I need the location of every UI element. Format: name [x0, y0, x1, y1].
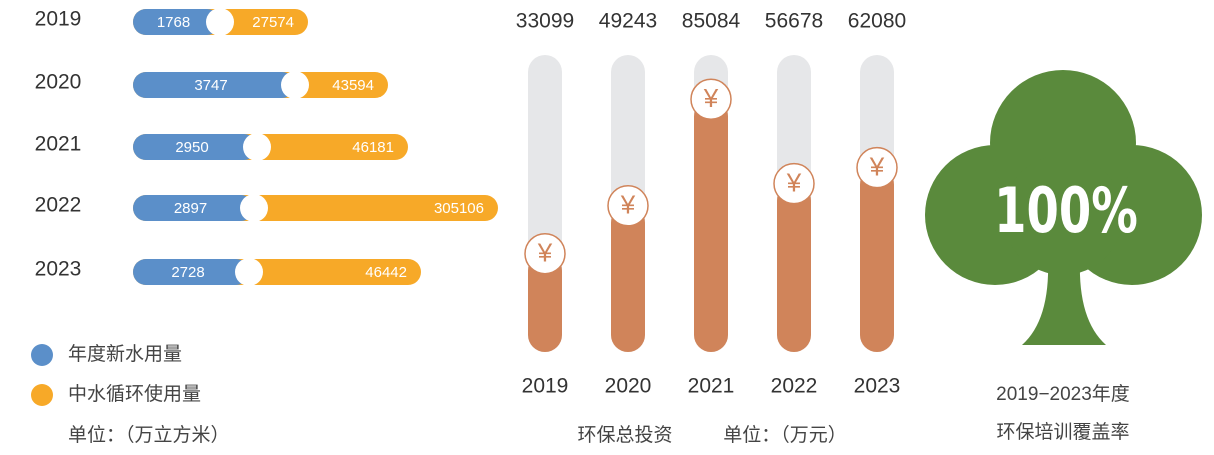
caption: 2019−2023年度 — [996, 383, 1130, 405]
legend-marker — [31, 344, 53, 366]
recycled-value: 46181 — [352, 139, 394, 156]
bar — [611, 206, 645, 352]
divider — [206, 8, 234, 36]
bar — [860, 168, 894, 352]
new-water-value: 1768 — [157, 14, 190, 31]
x-tick-label: 2023 — [854, 375, 901, 398]
yuan-symbol: ¥ — [620, 190, 636, 220]
year-label: 2019 — [35, 8, 82, 31]
infographic: 100% 2019−2023年度 环保培训覆盖率 单位：（万立方米） 环保总投资… — [0, 0, 1214, 450]
recycled-value: 43594 — [332, 77, 374, 94]
divider — [235, 258, 263, 286]
divider — [243, 133, 271, 161]
divider — [281, 71, 309, 99]
recycled-value: 305106 — [434, 200, 484, 217]
unit: 单位：（万元） — [723, 424, 847, 446]
x-tick-label: 2020 — [605, 375, 652, 398]
yuan-symbol: ¥ — [537, 238, 553, 268]
x-tick-label: 2021 — [688, 375, 735, 398]
x-tick-label: 2019 — [522, 375, 569, 398]
value-label: 33099 — [516, 10, 574, 33]
new-water-value: 2897 — [174, 200, 207, 217]
bar — [777, 184, 811, 352]
yuan-symbol: ¥ — [786, 168, 802, 198]
bar — [694, 99, 728, 352]
value-label: 62080 — [848, 10, 906, 33]
value-label: 49243 — [599, 10, 657, 33]
new-water-value: 3747 — [194, 77, 227, 94]
coverage-value: 100% — [994, 174, 1138, 246]
recycled-value: 46442 — [365, 264, 407, 281]
legend-label: 年度新水用量 — [68, 343, 182, 365]
legend-marker — [31, 384, 53, 406]
new-water-value: 2950 — [175, 139, 208, 156]
yuan-symbol: ¥ — [703, 83, 719, 113]
unit: 单位：（万立方米） — [68, 424, 230, 446]
value-label: 56678 — [765, 10, 823, 33]
year-label: 2023 — [35, 258, 82, 281]
new-water-value: 2728 — [171, 264, 204, 281]
recycled-value: 27574 — [252, 14, 294, 31]
caption: 环保培训覆盖率 — [996, 421, 1129, 443]
value-label: 85084 — [682, 10, 741, 33]
yuan-symbol: ¥ — [869, 151, 885, 181]
x-tick-label: 2022 — [771, 375, 818, 398]
year-label: 2022 — [35, 194, 82, 217]
divider — [240, 194, 268, 222]
chart-title: 环保总投资 — [577, 424, 672, 446]
legend-label: 中水循环使用量 — [68, 383, 201, 405]
year-label: 2020 — [35, 71, 82, 94]
year-label: 2021 — [35, 133, 82, 156]
